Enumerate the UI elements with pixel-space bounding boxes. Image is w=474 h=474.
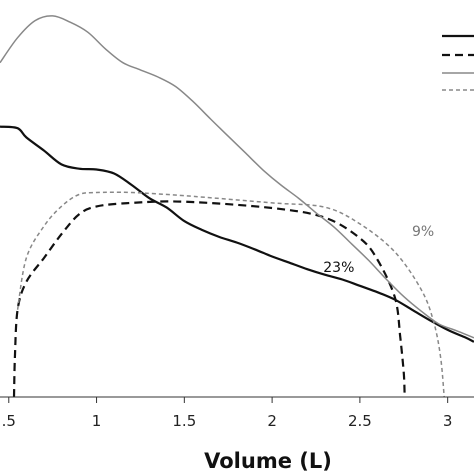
x-tick-label-6: 3 — [443, 412, 453, 430]
x-axis: .5 1 1.5 2 2.5 3 — [0, 396, 474, 430]
x-tick-label-3: 1.5 — [172, 412, 196, 430]
series-line-4 — [16, 191, 445, 398]
x-tick-label-5: 2.5 — [348, 412, 372, 430]
x-tick-label-4: 2 — [267, 412, 277, 430]
series-layer — [0, 15, 474, 398]
x-axis-title: Volume (L) — [204, 449, 332, 473]
x-tick-label-1: .5 — [2, 412, 16, 430]
series-line-2 — [12, 200, 406, 398]
annotation-2: 23% — [323, 260, 354, 276]
series-line-3 — [0, 15, 474, 339]
series-line-1 — [0, 125, 474, 343]
annotation-1: 9% — [412, 224, 434, 240]
annotations: 9% 23% — [323, 224, 434, 276]
x-tick-label-2: 1 — [92, 412, 102, 430]
legend — [442, 34, 474, 91]
